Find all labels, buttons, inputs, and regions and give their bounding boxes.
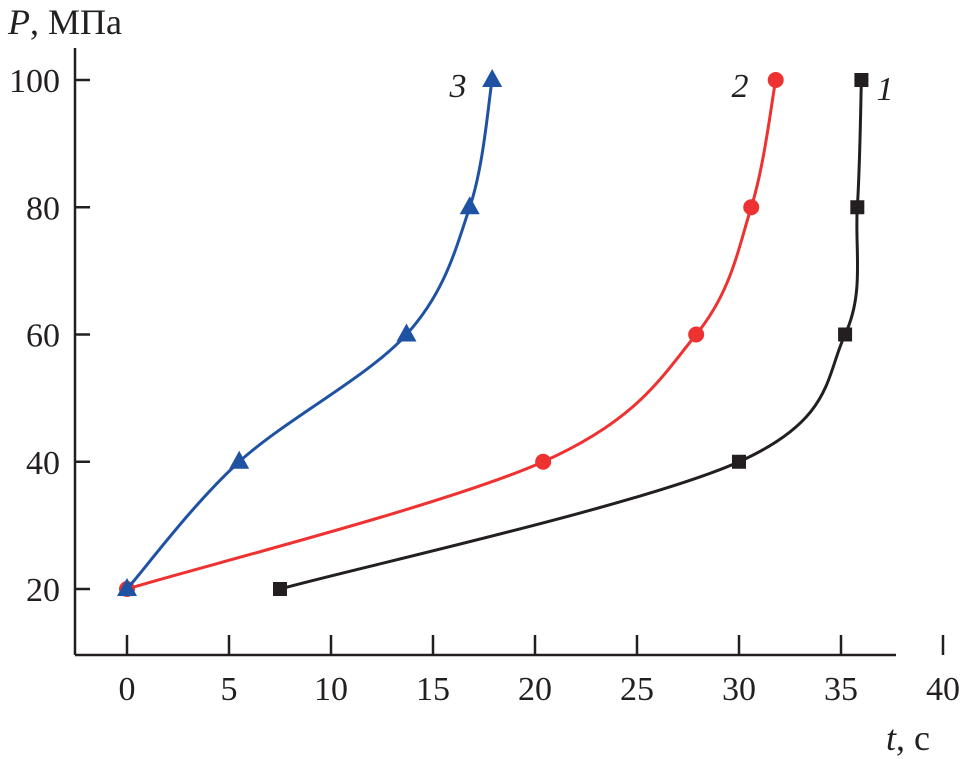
y-tick-label: 20 bbox=[26, 572, 60, 609]
data-point-triangle bbox=[482, 69, 503, 87]
series-line-1 bbox=[279, 79, 863, 591]
series-label-2: 2 bbox=[732, 68, 749, 105]
data-point-square bbox=[273, 582, 287, 596]
y-axis-var: P bbox=[7, 2, 30, 42]
x-tick-label: 35 bbox=[824, 671, 858, 708]
data-point-triangle bbox=[229, 450, 250, 469]
x-axis-unit: , с bbox=[896, 718, 930, 758]
data-point-square bbox=[838, 327, 853, 342]
x-tick-label: 15 bbox=[416, 671, 450, 708]
y-tick-label: 80 bbox=[26, 190, 60, 227]
y-tick-label: 60 bbox=[26, 318, 60, 355]
series-1: 1 bbox=[273, 71, 894, 596]
series-2: 2 bbox=[119, 68, 784, 597]
x-tick-label: 20 bbox=[518, 671, 552, 708]
x-axis-var: t bbox=[886, 718, 897, 758]
axes: 0 5 10 15 20 25 30 35 40 20 40 60 80 100 bbox=[9, 48, 960, 708]
y-tick-label: 100 bbox=[9, 63, 60, 100]
y-axis-unit: , МПа bbox=[30, 2, 122, 42]
data-point-triangle bbox=[396, 323, 417, 342]
y-tick-label: 40 bbox=[26, 445, 60, 482]
data-point-circle bbox=[535, 453, 552, 470]
x-axis-label: t, с bbox=[886, 718, 930, 758]
x-tick-label: 5 bbox=[221, 671, 238, 708]
series-line-3 bbox=[125, 79, 494, 590]
data-point-triangle bbox=[459, 196, 480, 215]
data-point-square bbox=[850, 200, 865, 215]
data-point-circle bbox=[688, 326, 705, 343]
series-label-1: 1 bbox=[877, 71, 894, 108]
data-point-square bbox=[732, 454, 746, 469]
y-axis-label: P, МПа bbox=[7, 2, 122, 42]
series-label-3: 3 bbox=[449, 68, 467, 105]
series-layer: 1 2 3 bbox=[117, 68, 894, 597]
series-line-2 bbox=[126, 79, 778, 591]
data-point-circle bbox=[743, 199, 760, 216]
x-tick-label: 10 bbox=[314, 671, 348, 708]
x-tick-label: 0 bbox=[119, 671, 136, 708]
series-3: 3 bbox=[117, 68, 503, 596]
data-point-square bbox=[854, 73, 869, 87]
x-tick-label: 40 bbox=[926, 671, 960, 708]
data-point-triangle bbox=[117, 578, 137, 596]
x-tick-label: 30 bbox=[722, 671, 756, 708]
x-tick-label: 25 bbox=[620, 671, 654, 708]
data-point-circle bbox=[767, 72, 784, 88]
